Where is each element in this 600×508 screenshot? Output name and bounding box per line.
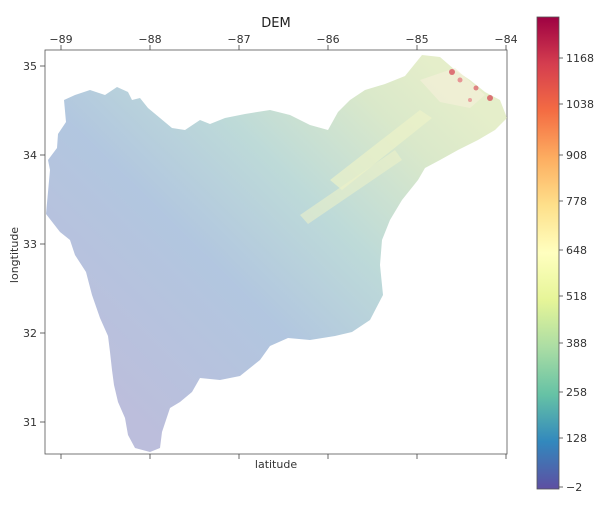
- colorbar-tick-label: 1038: [566, 98, 594, 111]
- colorbar-tick-label: 908: [566, 149, 587, 162]
- colorbar-tick-label: 518: [566, 290, 587, 303]
- colorbar-tick-label: −2: [566, 481, 582, 494]
- ridge-band: [300, 150, 402, 224]
- map-title: DEM: [261, 16, 290, 31]
- peak-highlights: [449, 69, 493, 102]
- ridge-band: [330, 110, 432, 190]
- colorbar-tick-label: 128: [566, 432, 587, 445]
- colorbar-tick-label: 1168: [566, 52, 594, 65]
- x-tick-label: −88: [138, 33, 161, 46]
- colorbar-tick-label: 778: [566, 195, 587, 208]
- y-tick-label: 34: [23, 149, 37, 162]
- highland-patch: [420, 68, 485, 108]
- y-tick-label: 33: [23, 238, 37, 251]
- y-ticks: [40, 65, 45, 423]
- x-tick-label: −89: [49, 33, 72, 46]
- colorbar-tick-label: 258: [566, 386, 587, 399]
- colorbar-ticks: [559, 57, 563, 488]
- x-ticks: [60, 45, 507, 459]
- y-axis-label: longtitude: [8, 227, 21, 283]
- colorbar: [536, 16, 560, 490]
- colorbar-tick-label: 388: [566, 337, 587, 350]
- x-tick-label: −85: [405, 33, 428, 46]
- x-tick-label: −86: [316, 33, 339, 46]
- y-tick-label: 35: [23, 60, 37, 73]
- colorbar-tick-label: 648: [566, 244, 587, 257]
- x-tick-label: −87: [227, 33, 250, 46]
- x-tick-label: −84: [494, 33, 517, 46]
- x-axis-label: latitude: [255, 458, 297, 471]
- y-tick-label: 31: [23, 416, 37, 429]
- y-tick-label: 32: [23, 327, 37, 340]
